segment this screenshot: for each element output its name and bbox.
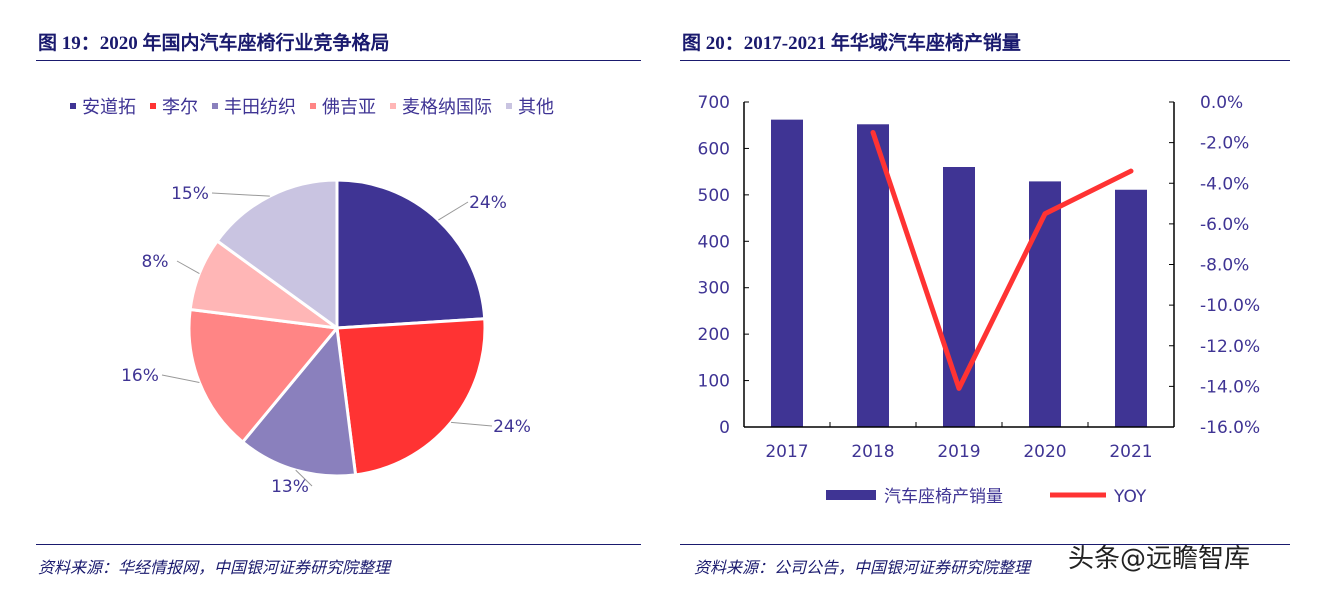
x-tick-label: 2020 [1023,442,1066,462]
legend-label: 汽车座椅产销量 [884,487,1003,507]
left-source: 资料来源：华经情报网，中国银河证券研究院整理 [38,558,391,577]
y-tick-label: 0 [719,418,730,438]
y-tick-label: 400 [698,232,730,252]
legend-swatch [212,103,218,109]
x-tick-label: 2019 [937,442,980,462]
pie-slice-3 [187,307,340,445]
leader-line [176,260,200,274]
y-tick-label: 700 [698,93,730,113]
legend-label: 其他 [518,97,554,118]
y2-tick-label: -12.0% [1200,337,1260,357]
y-tick-label: 500 [698,186,730,206]
y2-tick-label: 0.0% [1200,93,1243,113]
pie-data-label: 16% [121,366,159,386]
left-figure-title: 图 19：2020 年国内汽车座椅行业竞争格局 [38,33,390,54]
right-figure-title: 图 20：2017-2021 年华域汽车座椅产销量 [682,33,1021,54]
pie-data-label: 24% [469,193,507,213]
watermark: 头条@远瞻智库 [1068,544,1251,574]
y2-tick-label: -6.0% [1200,215,1249,235]
y2-tick-label: -16.0% [1200,418,1260,438]
divider [36,60,641,61]
legend-label: YOY [1113,487,1147,507]
legend-swatch-bar [826,490,876,500]
leader-line [161,374,200,383]
leader-line [211,192,270,197]
bar-2020 [1029,181,1061,427]
right-source: 资料来源：公司公告，中国银河证券研究院整理 [694,558,1031,577]
pie-data-label: 8% [142,252,169,272]
divider [680,544,1290,545]
legend-swatch [70,103,76,109]
legend-swatch [150,103,156,109]
y2-tick-label: -4.0% [1200,174,1249,194]
yoy-line [870,129,1134,391]
legend-swatch [506,103,512,109]
pie-slice-2 [240,324,358,478]
y-tick-label: 600 [698,139,730,159]
y2-tick-label: -10.0% [1200,296,1260,316]
y2-tick-label: -8.0% [1200,256,1249,276]
legend-label: 佛吉亚 [322,97,376,118]
leader-line [450,421,493,427]
y-tick-label: 300 [698,279,730,299]
legend-swatch [390,103,396,109]
bar-2021 [1115,189,1147,427]
pie-data-label: 13% [271,477,309,497]
y2-tick-label: -14.0% [1200,377,1260,397]
y2-tick-label: -2.0% [1200,134,1249,154]
legend-swatch [310,103,316,109]
legend-label: 丰田纺织 [224,97,296,118]
leader-line [438,201,469,221]
y-tick-label: 200 [698,325,730,345]
divider [680,60,1290,61]
divider [36,544,641,545]
pie-data-label: 15% [171,184,209,204]
x-tick-label: 2017 [765,442,808,462]
bar-2018 [857,124,889,428]
legend-label: 安道拓 [82,97,136,118]
x-tick-label: 2018 [851,442,894,462]
leader-line [295,469,313,487]
x-tick-label: 2021 [1109,442,1152,462]
legend-label: 麦格纳国际 [402,97,492,118]
pie-slice-1 [335,317,487,477]
bar-2017 [771,119,803,428]
pie-data-label: 24% [493,417,531,437]
y-tick-label: 100 [698,372,730,392]
pie-slice-0 [335,178,487,330]
legend-label: 李尔 [162,97,198,118]
